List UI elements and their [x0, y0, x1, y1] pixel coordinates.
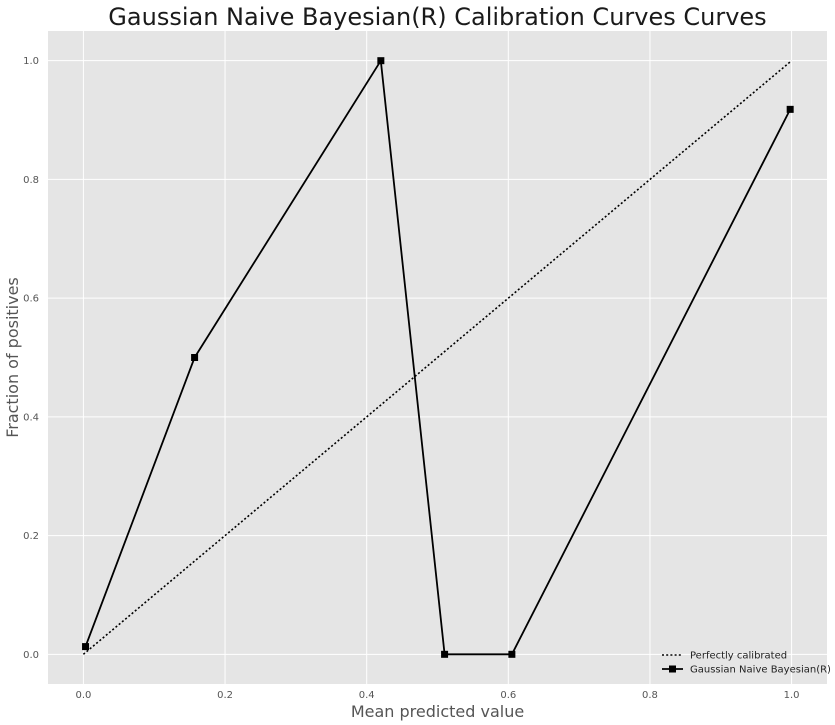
x-tick-label: 0.6 — [500, 690, 516, 701]
data-point-marker — [508, 650, 516, 658]
perfectly-calibrated-line — [82, 60, 793, 655]
legend-entry-label: Perfectly calibrated — [690, 651, 787, 662]
data-point-marker — [82, 643, 90, 651]
legend: Perfectly calibrated Gaussian Naive Bayes… — [662, 651, 831, 676]
y-tick-label: 1.0 — [23, 56, 39, 67]
y-tick-label: 0.6 — [23, 294, 39, 305]
data-point-marker — [191, 354, 199, 361]
y-tick-label: 0.2 — [23, 531, 39, 542]
legend-marker — [669, 665, 676, 673]
x-tick-label: 0.0 — [75, 690, 91, 701]
legend-entry-label: Gaussian Naive Bayesian(R) — [690, 665, 831, 676]
data-point-marker — [441, 650, 449, 658]
x-tick-label: 0.8 — [642, 690, 658, 701]
x-tick-label: 0.2 — [217, 690, 233, 701]
y-tick-label: 0.0 — [23, 650, 39, 661]
x-axis-label: Mean predicted value — [351, 702, 524, 721]
tick-labels: 0.0 0.2 0.4 0.6 0.8 1.0 0.0 0.2 0.4 0.6 0.8 1.0 — [23, 56, 799, 701]
grid-lines — [48, 31, 827, 684]
data-point-marker — [377, 57, 385, 65]
y-tick-label: 0.4 — [23, 412, 39, 423]
chart-title: Gaussian Naive Bayesian(R) Calibration C… — [108, 3, 766, 31]
x-tick-label: 1.0 — [784, 690, 800, 701]
series-layer — [82, 57, 794, 658]
y-tick-label: 0.8 — [23, 175, 39, 186]
y-axis-label: Fraction of positives — [3, 277, 22, 438]
calibration-curve-line — [84, 59, 792, 656]
data-point-marker — [786, 105, 794, 113]
x-tick-label: 0.4 — [359, 690, 375, 701]
